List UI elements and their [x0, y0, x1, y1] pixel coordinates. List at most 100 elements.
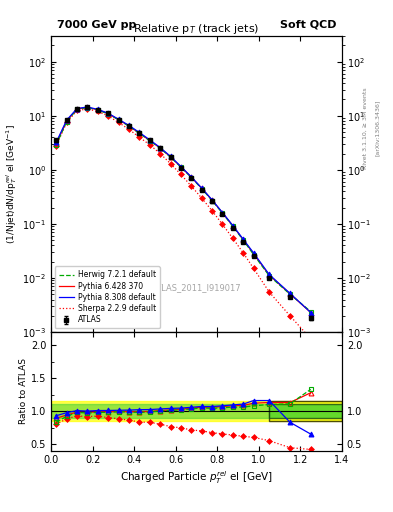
- Text: ATLAS_2011_I919017: ATLAS_2011_I919017: [152, 283, 241, 292]
- Sherpa 2.2.9 default: [95, 109, 100, 115]
- Sherpa 2.2.9 default: [178, 172, 183, 178]
- Sherpa 2.2.9 default: [158, 151, 163, 157]
- Sherpa 2.2.9 default: [309, 336, 313, 342]
- Herwig 7.2.1 default: [116, 117, 121, 123]
- Line: Herwig 7.2.1 default: Herwig 7.2.1 default: [56, 108, 311, 311]
- Sherpa 2.2.9 default: [251, 265, 256, 271]
- Herwig 7.2.1 default: [54, 142, 59, 148]
- Pythia 6.428 370: [158, 145, 163, 151]
- Text: [arXiv:1306.3436]: [arXiv:1306.3436]: [375, 100, 380, 156]
- Pythia 6.428 370: [95, 106, 100, 113]
- Sherpa 2.2.9 default: [75, 108, 79, 114]
- Herwig 7.2.1 default: [231, 223, 235, 229]
- Herwig 7.2.1 default: [64, 118, 69, 124]
- Pythia 8.308 default: [95, 106, 100, 113]
- Text: 7000 GeV pp: 7000 GeV pp: [57, 20, 136, 30]
- Line: Pythia 8.308 default: Pythia 8.308 default: [56, 107, 311, 312]
- Line: Pythia 6.428 370: Pythia 6.428 370: [56, 108, 311, 312]
- Pythia 8.308 default: [54, 139, 59, 145]
- Sherpa 2.2.9 default: [189, 183, 194, 189]
- Pythia 8.308 default: [168, 153, 173, 159]
- Bar: [51, 401, 342, 421]
- Pythia 6.428 370: [251, 251, 256, 257]
- Sherpa 2.2.9 default: [199, 195, 204, 201]
- Pythia 6.428 370: [75, 106, 79, 112]
- Pythia 6.428 370: [231, 223, 235, 229]
- X-axis label: Charged Particle $p^{rel}_{T}$ el [GeV]: Charged Particle $p^{rel}_{T}$ el [GeV]: [120, 470, 273, 486]
- Herwig 7.2.1 default: [309, 308, 313, 314]
- Herwig 7.2.1 default: [106, 111, 110, 117]
- Herwig 7.2.1 default: [168, 154, 173, 160]
- Sherpa 2.2.9 default: [137, 134, 142, 140]
- Pythia 6.428 370: [106, 111, 110, 117]
- Pythia 8.308 default: [64, 117, 69, 123]
- Herwig 7.2.1 default: [241, 237, 246, 243]
- Pythia 8.308 default: [127, 122, 131, 129]
- Sherpa 2.2.9 default: [220, 221, 225, 227]
- Herwig 7.2.1 default: [210, 198, 215, 204]
- Pythia 6.428 370: [210, 197, 215, 203]
- Legend: Herwig 7.2.1 default, Pythia 6.428 370, Pythia 8.308 default, Sherpa 2.2.9 defau: Herwig 7.2.1 default, Pythia 6.428 370, …: [55, 266, 160, 328]
- Herwig 7.2.1 default: [85, 104, 90, 111]
- Pythia 8.308 default: [288, 290, 292, 296]
- Herwig 7.2.1 default: [127, 123, 131, 130]
- Bar: [51, 404, 342, 418]
- Pythia 8.308 default: [147, 137, 152, 143]
- Herwig 7.2.1 default: [158, 145, 163, 152]
- Sherpa 2.2.9 default: [147, 142, 152, 148]
- Herwig 7.2.1 default: [147, 138, 152, 144]
- Line: Sherpa 2.2.9 default: Sherpa 2.2.9 default: [56, 109, 311, 339]
- Pythia 8.308 default: [309, 309, 313, 315]
- Pythia 6.428 370: [64, 118, 69, 124]
- Sherpa 2.2.9 default: [116, 119, 121, 125]
- Pythia 6.428 370: [85, 104, 90, 111]
- Pythia 8.308 default: [251, 250, 256, 256]
- Text: Rivet 3.1.10, ≥ 3M events: Rivet 3.1.10, ≥ 3M events: [363, 87, 368, 169]
- Pythia 6.428 370: [220, 210, 225, 216]
- Pythia 8.308 default: [106, 110, 110, 116]
- Herwig 7.2.1 default: [75, 106, 79, 112]
- Pythia 6.428 370: [116, 117, 121, 123]
- Pythia 8.308 default: [85, 104, 90, 110]
- FancyBboxPatch shape: [269, 404, 342, 418]
- Pythia 8.308 default: [116, 116, 121, 122]
- Pythia 8.308 default: [158, 144, 163, 151]
- Pythia 6.428 370: [54, 140, 59, 146]
- FancyBboxPatch shape: [269, 401, 342, 421]
- Pythia 8.308 default: [137, 130, 142, 136]
- Sherpa 2.2.9 default: [288, 313, 292, 319]
- Sherpa 2.2.9 default: [106, 113, 110, 119]
- Y-axis label: Ratio to ATLAS: Ratio to ATLAS: [19, 358, 28, 424]
- Herwig 7.2.1 default: [220, 210, 225, 216]
- Text: Soft QCD: Soft QCD: [279, 20, 336, 30]
- Pythia 6.428 370: [168, 154, 173, 160]
- Sherpa 2.2.9 default: [85, 106, 90, 112]
- Pythia 8.308 default: [241, 236, 246, 242]
- Sherpa 2.2.9 default: [267, 289, 272, 295]
- Herwig 7.2.1 default: [189, 175, 194, 181]
- Sherpa 2.2.9 default: [210, 208, 215, 214]
- Pythia 6.428 370: [309, 309, 313, 315]
- Herwig 7.2.1 default: [95, 107, 100, 113]
- Sherpa 2.2.9 default: [54, 142, 59, 148]
- Pythia 6.428 370: [288, 291, 292, 297]
- Herwig 7.2.1 default: [137, 131, 142, 137]
- Herwig 7.2.1 default: [251, 251, 256, 258]
- Pythia 8.308 default: [210, 197, 215, 203]
- Sherpa 2.2.9 default: [168, 161, 173, 167]
- Pythia 8.308 default: [220, 209, 225, 216]
- Pythia 6.428 370: [137, 130, 142, 136]
- Herwig 7.2.1 default: [267, 273, 272, 279]
- Sherpa 2.2.9 default: [127, 126, 131, 133]
- Sherpa 2.2.9 default: [231, 236, 235, 242]
- Pythia 6.428 370: [147, 137, 152, 143]
- Pythia 6.428 370: [241, 237, 246, 243]
- Pythia 8.308 default: [231, 223, 235, 229]
- Pythia 8.308 default: [189, 174, 194, 180]
- Y-axis label: (1/Njet)dN/dp$^{rel}_{T}$ el [GeV$^{-1}$]: (1/Njet)dN/dp$^{rel}_{T}$ el [GeV$^{-1}$…: [5, 124, 20, 244]
- Herwig 7.2.1 default: [178, 164, 183, 170]
- Pythia 8.308 default: [267, 271, 272, 278]
- Pythia 6.428 370: [199, 185, 204, 191]
- Pythia 6.428 370: [127, 123, 131, 129]
- Pythia 6.428 370: [189, 174, 194, 180]
